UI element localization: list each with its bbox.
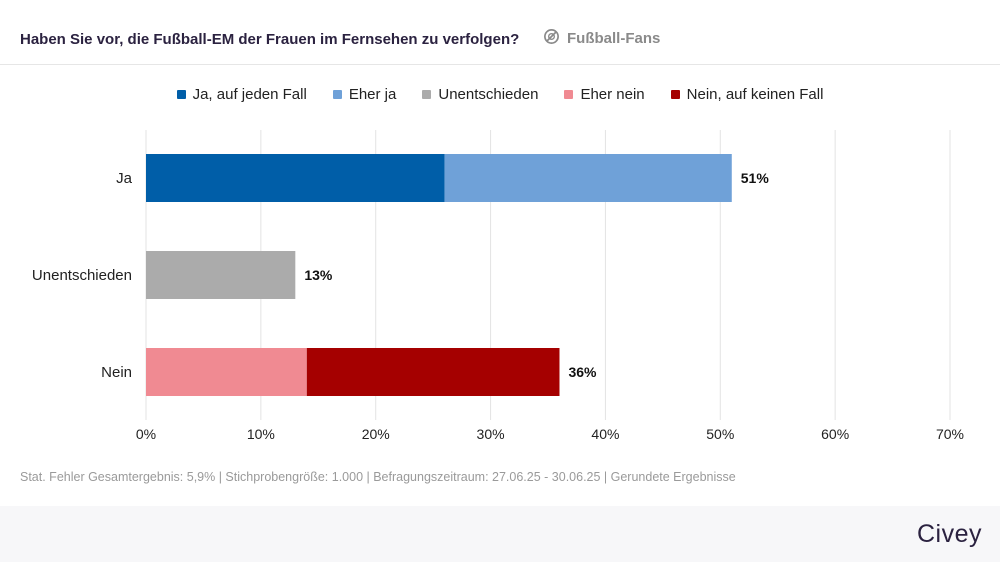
category-label: Unentschieden	[32, 267, 132, 284]
legend-label: Unentschieden	[438, 85, 539, 103]
legend-item-eher-nein: Eher nein	[564, 84, 645, 104]
bar-segment	[146, 348, 307, 396]
total-label: 36%	[568, 364, 597, 380]
legend-label: Eher ja	[348, 85, 397, 103]
footer: Civey	[0, 506, 1000, 562]
category-label: Ja	[116, 170, 133, 187]
stacked-bar-chart: 0% 10% 20% 30% 40% 50% 60% 70% Ja 51% Unentschiede…	[32, 130, 964, 442]
x-tick-label: 20%	[362, 426, 390, 442]
no-sign-icon	[543, 28, 560, 49]
x-tick-label: 70%	[936, 426, 964, 442]
bar-segment	[444, 154, 732, 202]
legend-label: Eher nein	[580, 85, 645, 103]
x-tick-label: 50%	[706, 426, 734, 442]
x-tick-label: 60%	[821, 426, 849, 442]
legend-item-unentschieden: Unentschieden	[422, 84, 538, 104]
legend-swatch	[422, 89, 432, 99]
legend-item-nein-auf-keinen-fall: Nein, auf keinen Fall	[670, 84, 824, 104]
chart-title: Haben Sie vor, die Fußball-EM der Frauen…	[20, 31, 520, 48]
total-label: 13%	[304, 267, 333, 283]
x-tick-label: 10%	[247, 426, 275, 442]
legend-swatch	[332, 89, 342, 99]
audience-tag: Fußball-Fans	[543, 28, 660, 49]
x-tick-label: 40%	[591, 426, 619, 442]
audience-tag-label: Fußball-Fans	[567, 30, 661, 47]
bar-segment	[146, 154, 445, 202]
legend-swatch	[176, 89, 186, 99]
legend-item-eher-ja: Eher ja	[332, 84, 397, 104]
chart-legend: Ja, auf jeden Fall Eher ja Unentschieden…	[0, 84, 1000, 104]
footnote: Stat. Fehler Gesamtergebnis: 5,9% | Stic…	[20, 470, 736, 484]
x-tick-label: 30%	[477, 426, 505, 442]
legend-label: Ja, auf jeden Fall	[192, 85, 307, 103]
legend-item-ja-auf-jeden-fall: Ja, auf jeden Fall	[176, 84, 307, 104]
header-divider	[0, 64, 1000, 65]
bar-segment	[306, 348, 560, 396]
legend-swatch	[670, 89, 680, 99]
category-label: Nein	[101, 364, 132, 381]
legend-swatch	[564, 89, 574, 99]
total-label: 51%	[741, 170, 770, 186]
brand-logo: Civey	[916, 520, 982, 548]
bar-segment	[146, 251, 296, 299]
chart-header: Haben Sie vor, die Fußball-EM der Frauen…	[0, 0, 1000, 64]
x-tick-label: 0%	[136, 426, 156, 442]
legend-label: Nein, auf keinen Fall	[686, 85, 824, 103]
